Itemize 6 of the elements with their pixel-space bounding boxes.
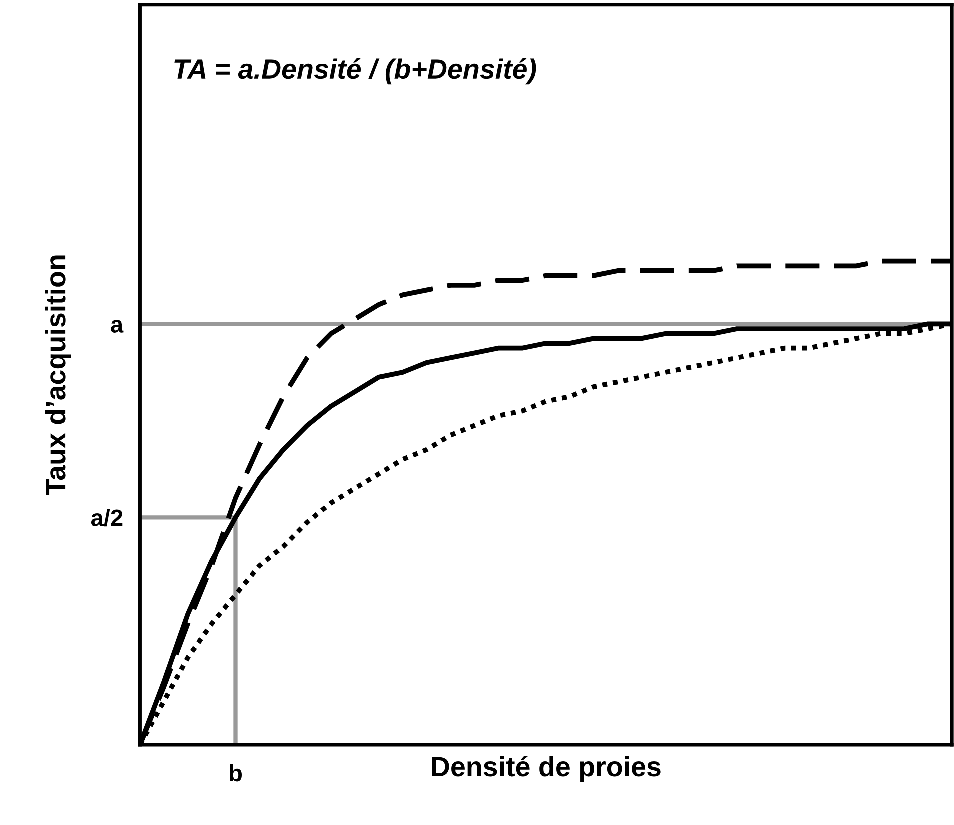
text: TA = a.Densité / (b+Densité): [174, 58, 536, 85]
text: b: [230, 764, 242, 782]
x-axis-title: Densité de proies: [432, 756, 661, 782]
y-axis-title: Taux d’acquisition: [45, 256, 72, 496]
ref-line-label: a: [111, 320, 124, 333]
ref-line-label: a/2: [91, 509, 123, 527]
